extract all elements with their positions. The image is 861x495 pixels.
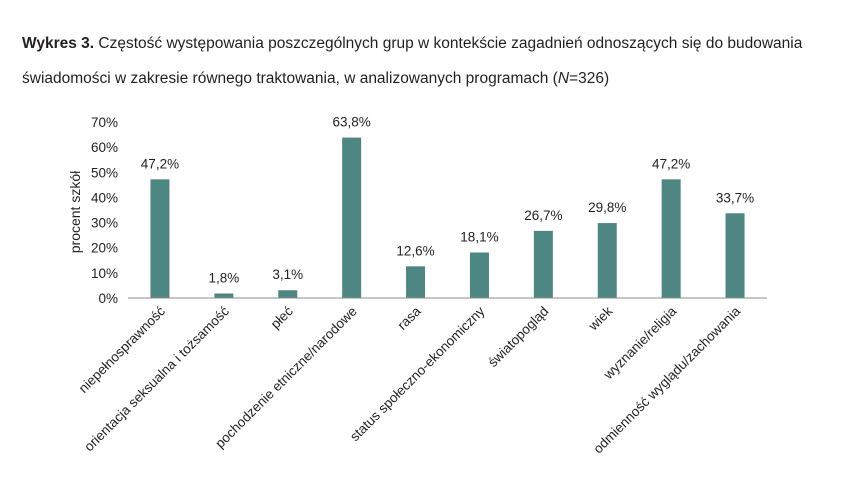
bar: [533, 230, 553, 298]
bar: [278, 290, 298, 298]
data-label: 47,2%: [141, 156, 179, 171]
y-tick-label: 60%: [91, 140, 118, 155]
bar: [597, 223, 617, 298]
category-label: płeć: [268, 303, 296, 331]
bar: [469, 252, 489, 298]
y-tick-label: 30%: [91, 216, 118, 231]
bar: [661, 179, 681, 298]
y-tick-label: 10%: [91, 266, 118, 281]
bar: [150, 179, 170, 298]
data-label: 63,8%: [333, 115, 371, 130]
data-label: 29,8%: [588, 200, 626, 215]
bar: [214, 293, 234, 298]
category-label: orientacja seksualna i tożsamość: [81, 303, 232, 454]
chart-title-bold: Wykres 3.: [22, 35, 95, 52]
chart-title: Wykres 3. Częstość występowania poszczeg…: [22, 26, 847, 96]
data-label: 18,1%: [460, 229, 498, 244]
data-label: 1,8%: [208, 270, 239, 285]
chart-title-n-symbol: N: [557, 70, 570, 87]
bar: [725, 213, 745, 298]
category-label: pochodzenie etniczne/narodowe: [212, 304, 360, 452]
data-label: 26,7%: [524, 208, 562, 223]
data-label: 3,1%: [272, 267, 303, 282]
bar: [342, 137, 362, 298]
chart-title-n-value: =326): [569, 70, 610, 87]
y-tick-label: 40%: [91, 190, 118, 205]
chart-title-text: Częstość występowania poszczególnych gru…: [22, 35, 803, 87]
category-label: rasa: [394, 303, 424, 333]
bar: [406, 266, 426, 298]
y-axis-label: procent szkół: [67, 170, 83, 253]
y-tick-label: 20%: [91, 241, 118, 256]
category-label: światopogląd: [485, 304, 551, 370]
category-label: status społeczno-ekonomiczny: [347, 303, 488, 444]
bars: [150, 137, 745, 298]
y-tick-label: 50%: [91, 165, 118, 180]
data-label: 47,2%: [652, 156, 690, 171]
value-labels: 47,2% 1,8% 3,1% 63,8% 12,6% 18,1% 26,7% 29,8% 47…: [141, 115, 754, 286]
y-axis-ticks: 0% 10% 20% 30% 40% 50% 60% 70%: [91, 115, 118, 306]
data-label: 12,6%: [396, 243, 434, 258]
y-tick-label: 0%: [98, 291, 118, 306]
category-label: wiek: [585, 303, 616, 334]
y-tick-label: 70%: [91, 115, 118, 130]
data-label: 33,7%: [716, 190, 754, 205]
